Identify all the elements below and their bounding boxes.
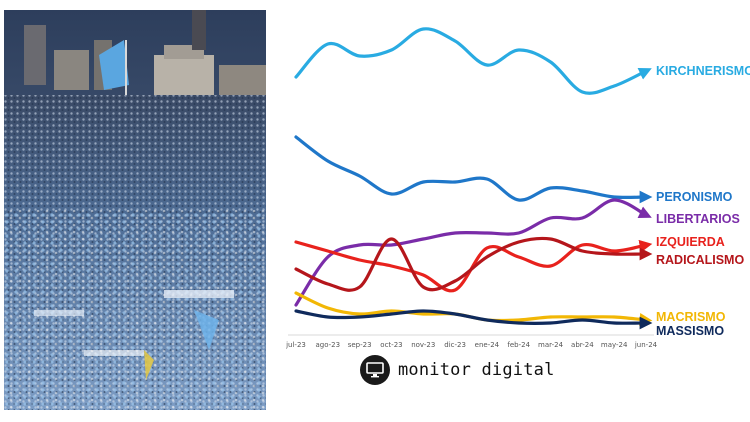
series-label-izquierda: IZQUIERDA — [656, 235, 725, 249]
series-line-peronismo — [294, 135, 653, 204]
x-tick-label: ene-24 — [475, 341, 500, 349]
brand: monitor digital — [360, 354, 555, 386]
series-line-massismo — [294, 309, 653, 330]
x-tick-label: oct-23 — [380, 341, 402, 349]
series-label-radicalismo: RADICALISMO — [656, 253, 744, 267]
monitor-icon — [360, 355, 390, 385]
x-tick-label: jun-24 — [634, 341, 658, 349]
x-tick-label: nov-23 — [411, 341, 435, 349]
series-label-kirchnerismo: KIRCHNERISMO — [656, 64, 750, 78]
series-label-libertarios: LIBERTARIOS — [656, 212, 740, 226]
series-label-peronismo: PERONISMO — [656, 190, 733, 204]
series-line-radicalismo — [294, 236, 653, 292]
crowd-photo — [4, 10, 266, 410]
x-tick-label: may-24 — [601, 341, 628, 349]
x-tick-label: mar-24 — [538, 341, 564, 349]
series-line-kirchnerismo — [294, 27, 652, 95]
x-tick-label: ago-23 — [316, 341, 341, 349]
x-tick-label: sep-23 — [348, 341, 372, 349]
crowd-with-flags-photo — [4, 10, 266, 410]
series-label-massismo: MASSISMO — [656, 324, 724, 338]
x-tick-label: feb-24 — [507, 341, 530, 349]
x-tick-label: jul-23 — [285, 341, 306, 349]
x-tick-label: abr-24 — [571, 341, 594, 349]
series-line-libertarios — [294, 198, 652, 307]
series-label-macrismo: MACRISMO — [656, 310, 726, 324]
series-line-izquierda — [294, 239, 653, 293]
x-tick-label: dic-23 — [444, 341, 466, 349]
brand-name: monitor digital — [398, 360, 555, 380]
